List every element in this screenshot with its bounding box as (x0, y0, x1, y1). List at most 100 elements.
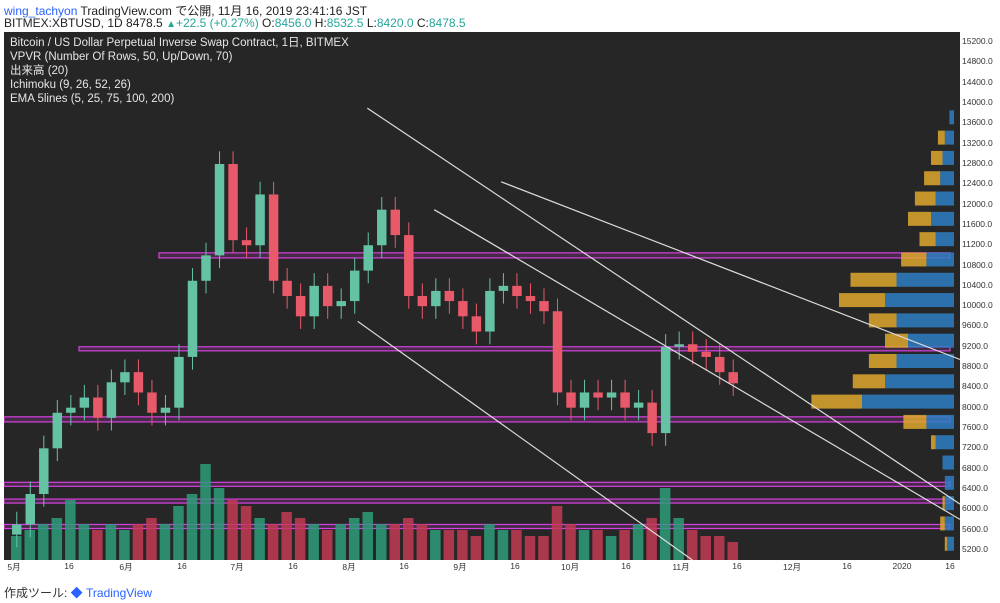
time-tick-label: 16 (64, 561, 74, 571)
price-tick-label: 11200.0 (962, 239, 993, 250)
publish-info: TradingView.com で公開, 11月 16, 2019 23:41:… (77, 4, 368, 18)
price-tick-label: 5600.0 (962, 523, 988, 534)
time-tick-label: 16 (288, 561, 298, 571)
vpvr-up-bar (868, 354, 897, 368)
candle-body (728, 372, 738, 384)
price-chart-svg[interactable] (4, 32, 960, 572)
legend-vpvr[interactable]: VPVR (Number Of Rows, 50, Up/Down, 70) (10, 51, 233, 63)
volume-bar (376, 524, 387, 560)
price-tick-label: 8800.0 (962, 361, 988, 372)
volume-bar (578, 530, 590, 560)
price-tick-label: 12800.0 (962, 158, 993, 168)
support-resistance-zone (4, 481, 951, 487)
volume-bar (186, 494, 198, 560)
volume-bar (659, 488, 671, 560)
volume-bar (700, 536, 711, 560)
volume-bar (538, 536, 549, 560)
candle-body (241, 240, 252, 246)
price-tick-label: 6400.0 (962, 482, 988, 493)
time-tick-label: 12月 (783, 562, 801, 572)
vpvr-up-bar (931, 150, 943, 165)
volume-bar (38, 524, 49, 560)
vpvr-down-bar (935, 191, 954, 206)
vpvr-up-bar (811, 394, 862, 409)
candle-body (525, 296, 536, 302)
candle-body (674, 344, 684, 347)
footer-brand[interactable]: TradingView (86, 586, 153, 600)
vpvr-down-bar (944, 130, 954, 145)
price-axis[interactable]: 15200.0 14800.0 14400.0 14000.0 13600.0 13200… (960, 32, 1000, 572)
volume-bar (159, 524, 171, 560)
candle-body (390, 209, 401, 236)
volume-bar (686, 530, 698, 560)
open-label: O: (258, 16, 275, 30)
time-tick-label: 5月 (7, 562, 21, 572)
candle-body (160, 407, 171, 413)
vpvr-up-bar (908, 211, 931, 226)
vpvr-down-bar (926, 414, 954, 429)
legend-ema[interactable]: EMA 5lines (5, 25, 75, 100, 200) (10, 93, 175, 105)
candle-body (471, 316, 482, 332)
price-tick-label: 12000.0 (962, 198, 993, 209)
legend-volume[interactable]: 出来高 (20) (10, 65, 69, 77)
vpvr-down-bar (896, 272, 954, 287)
volume-bar (227, 500, 238, 560)
candle-body (214, 164, 225, 256)
ohlc-line: BITMEX:XBTUSD, 1D 8478.5 ▲+22.5 (+0.27%)… (4, 16, 466, 30)
candle-body (363, 245, 373, 271)
price-tick-label: 13200.0 (962, 137, 993, 148)
volume-bar (430, 530, 441, 560)
last-price: 8478.5 (126, 16, 163, 30)
price-tick-label: 14000.0 (962, 97, 993, 108)
footer: 作成ツール: ◆ TradingView (4, 584, 152, 601)
vpvr-down-bar (942, 455, 954, 470)
time-tick-label: 16 (945, 561, 955, 571)
price-tick-label: 8000.0 (962, 401, 988, 412)
vpvr-up-bar (924, 171, 941, 186)
chart-plot-area[interactable]: Bitcoin / US Dollar Perpetual Inverse Sw… (4, 32, 960, 572)
vpvr-down-bar (862, 394, 954, 409)
volume-bar (592, 530, 603, 560)
price-tick-label: 9600.0 (962, 320, 988, 331)
candle-body (187, 280, 198, 357)
vpvr-up-bar (940, 516, 945, 531)
candle-body (120, 372, 130, 383)
trendline (500, 181, 960, 361)
candle-body (660, 346, 671, 434)
legend-ichimoku[interactable]: Ichimoku (9, 26, 52, 26) (10, 79, 131, 91)
time-axis[interactable]: 5月 16 6月 16 7月 16 8月 16 9月 16 10月 16 11月 16 12月 16 2020 1… (4, 560, 960, 574)
vpvr-up-bar (944, 536, 948, 551)
support-resistance-zone (4, 523, 951, 530)
candle-body (593, 392, 603, 398)
close-label: C: (413, 16, 429, 30)
candle-body (444, 290, 455, 302)
vpvr-down-bar (947, 536, 954, 551)
candle-body (579, 392, 590, 408)
vpvr-down-bar (944, 496, 954, 511)
vpvr-up-bar (839, 293, 885, 308)
candle-body (620, 392, 630, 408)
volume-bar (11, 536, 22, 560)
price-tick-label: 7200.0 (962, 442, 988, 453)
volume-bar (646, 518, 657, 560)
candle-body (606, 392, 617, 398)
vpvr-up-bar (919, 232, 936, 247)
volume-bar (92, 530, 103, 560)
candle-body (498, 285, 509, 291)
vpvr-down-bar (885, 293, 954, 308)
candle-body (228, 164, 238, 241)
candle-body (714, 356, 725, 373)
time-tick-label: 16 (177, 561, 187, 571)
volume-bar (713, 536, 725, 560)
candle-body (93, 397, 103, 418)
author-link[interactable]: wing_tachyon (4, 4, 78, 18)
volume-bar (673, 518, 684, 560)
volume-bar (403, 518, 414, 560)
vpvr-up-bar (931, 435, 936, 450)
time-tick-label: 10月 (561, 562, 579, 572)
vpvr-up-bar (942, 496, 945, 511)
candle-body (255, 194, 265, 246)
candle-body (133, 372, 144, 393)
candle-body (417, 296, 428, 307)
volume-bar (200, 464, 211, 560)
